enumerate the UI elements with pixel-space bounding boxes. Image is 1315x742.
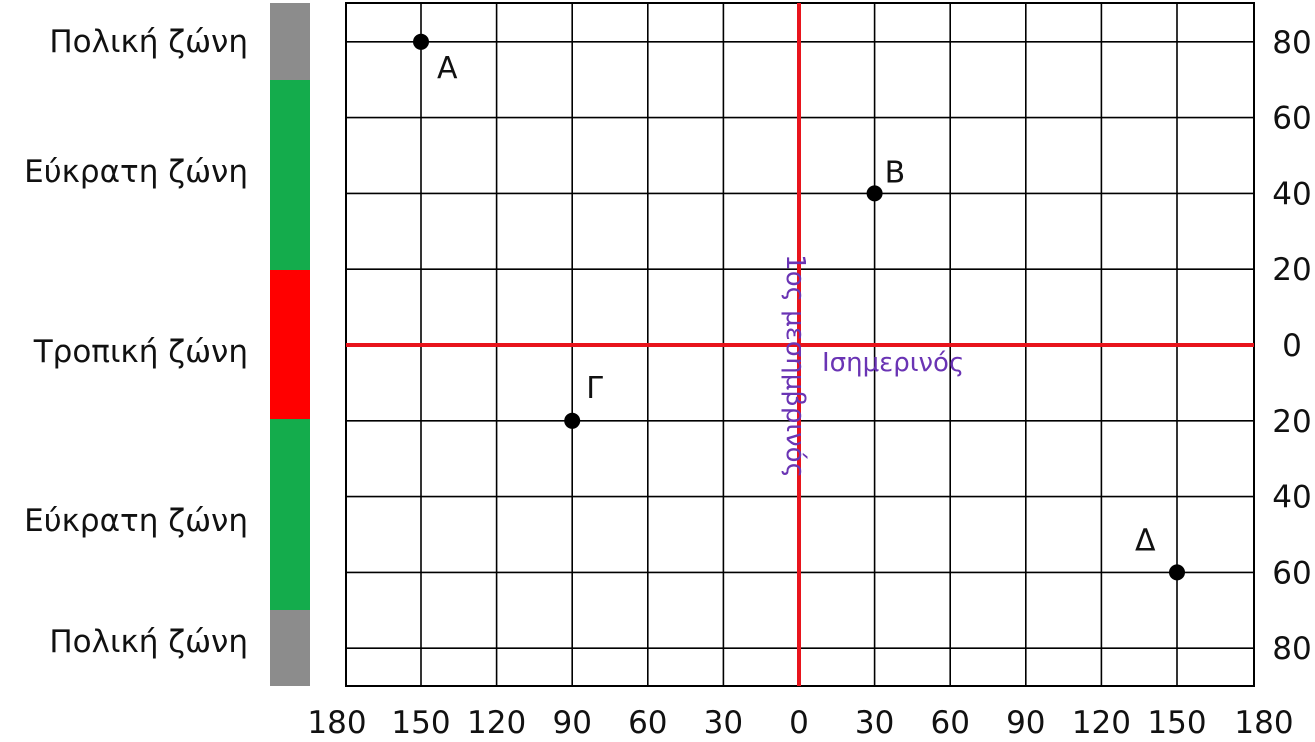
- longitude-tick-labels: 180 150 120 90 60 30 0 30 60 90 120 150 180: [307, 705, 1293, 741]
- y-tick-label: 20: [1272, 404, 1311, 440]
- point-label: Δ: [1135, 523, 1156, 558]
- x-tick-label: 90: [1006, 705, 1045, 741]
- point-label: Β: [885, 155, 906, 190]
- y-tick-label: 60: [1272, 101, 1311, 137]
- zone-label-4: Εύκρατη ζώνη: [24, 503, 248, 539]
- y-tick-label: 20: [1272, 252, 1311, 288]
- y-tick-label: 60: [1272, 555, 1311, 591]
- zone-band-4: [270, 419, 310, 610]
- x-tick-label: 30: [704, 705, 743, 741]
- point-marker: [1169, 564, 1185, 581]
- zone-band-5: [270, 610, 310, 686]
- y-tick-label: 80: [1272, 25, 1311, 61]
- x-tick-label: 150: [391, 705, 450, 741]
- x-tick-label: 30: [855, 705, 894, 741]
- x-tick-label: 180: [1234, 705, 1293, 741]
- zone-band-3: [270, 270, 310, 419]
- reference-lines: Ισημερινός 1ος μεσημβρινός: [346, 3, 1254, 686]
- y-tick-label: 0: [1282, 328, 1302, 364]
- zone-label-2: Εύκρατη ζώνη: [24, 154, 248, 190]
- equator-label: Ισημερινός: [822, 348, 964, 378]
- x-tick-label: 0: [789, 705, 809, 741]
- x-tick-label: 60: [628, 705, 667, 741]
- point-marker: [866, 185, 883, 202]
- x-tick-label: 120: [1072, 705, 1131, 741]
- latitude-tick-labels: 80 60 40 20 0 20 40 60 80: [1272, 25, 1311, 667]
- climate-zone-bar: [270, 3, 310, 686]
- point-marker: [413, 33, 429, 50]
- climate-zone-labels: Πολική ζώνη Εύκρατη ζώνη Τροπική ζώνη Εύκρα…: [24, 24, 248, 660]
- x-tick-label: 150: [1147, 705, 1206, 741]
- x-tick-label: 120: [467, 705, 526, 741]
- x-tick-label: 60: [930, 705, 969, 741]
- zone-label-1: Πολική ζώνη: [49, 24, 248, 60]
- zone-band-2: [270, 80, 310, 270]
- point-marker: [564, 412, 581, 429]
- x-tick-label: 180: [307, 705, 366, 741]
- zone-band-1: [270, 3, 310, 80]
- y-tick-label: 40: [1272, 480, 1311, 516]
- prime-meridian-label: 1ος μεσημβρινός: [780, 254, 810, 478]
- y-tick-label: 40: [1272, 176, 1311, 212]
- point-label: Α: [437, 51, 458, 86]
- x-tick-label: 90: [552, 705, 591, 741]
- point-label: Γ: [586, 371, 603, 406]
- zone-label-3: Τροπική ζώνη: [33, 334, 248, 370]
- marked-points: Α Β Γ Δ: [413, 33, 1185, 581]
- zone-label-5: Πολική ζώνη: [49, 624, 248, 660]
- y-tick-label: 80: [1272, 631, 1311, 667]
